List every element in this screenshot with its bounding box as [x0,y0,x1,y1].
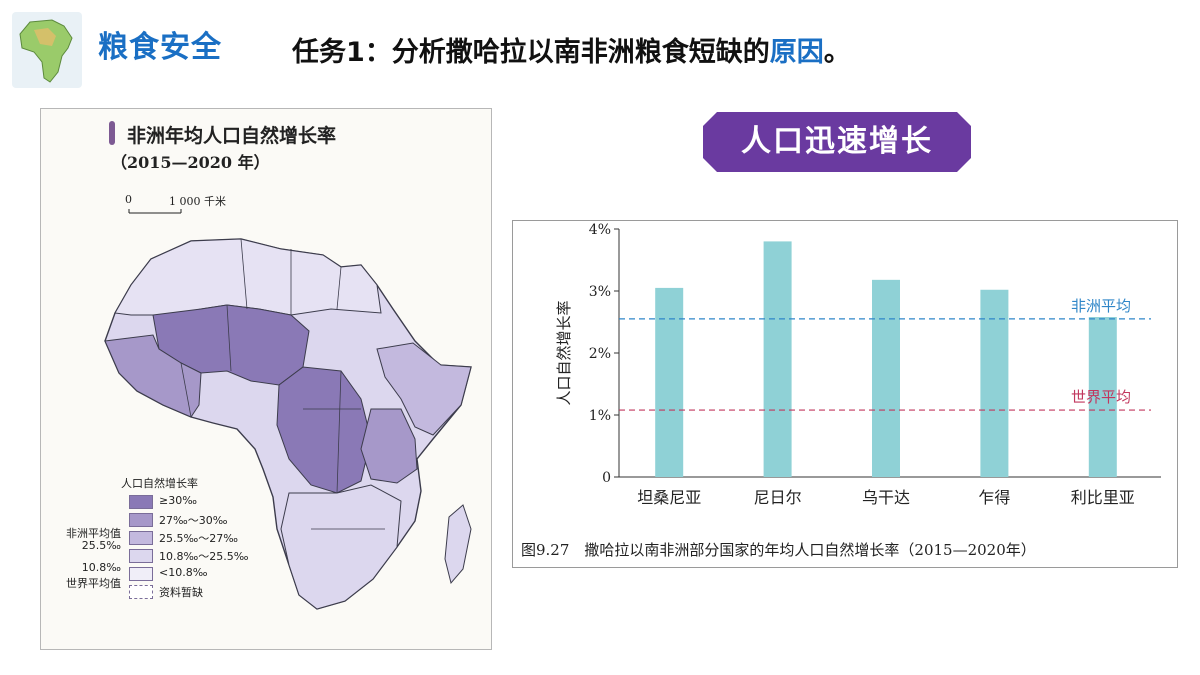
category-label: 坦桑尼亚 [637,488,701,507]
scale-label: 1 000 千米 [169,195,226,208]
legend-swatch-2 [129,513,153,527]
africa-avg-value: 25.5‰ [81,539,121,552]
category-label: 乍得 [978,488,1010,507]
ref-line-label-2: 世界平均 [1071,388,1131,406]
bar-3 [872,279,900,477]
map-subtitle: （2015—2020 年） [111,153,270,172]
legend-swatch-5 [129,567,153,581]
map-title: 非洲年均人口自然增长率 [127,125,337,147]
task-suffix: 。 [823,37,851,68]
bar-2 [763,241,792,477]
task-heading: 任务1：分析撒哈拉以南非洲粮食短缺的原因。 [292,30,851,69]
scale-zero: 0 [125,193,132,206]
chart-caption: 图9.27 撒哈拉以南非洲部分国家的年均人口自然增长率（2015—2020年） [521,541,1036,559]
population-growth-badge: 人口迅速增长 [703,112,971,172]
bar-4 [980,289,1009,477]
map-legend: 人口自然增长率 ≥30‰ 27‰～30‰ 25.5‰～27‰ 10.8‰～25.… [49,471,249,609]
legend-label-3: 25.5‰～27‰ [159,532,239,545]
africa-map [104,121,472,610]
y-tick-label: 3% [589,284,611,300]
legend-swatch-6 [129,585,153,599]
y-tick-label: 4% [589,222,611,238]
africa-map-panel: 非洲年均人口自然增长率 （2015—2020 年） 0 1 000 千米 人口自… [40,108,492,650]
y-tick-label: 2% [589,346,611,362]
category-label: 尼日尔 [754,488,802,507]
legend-swatch-3 [129,531,153,545]
africa-avg-label: 非洲平均值 [66,527,121,540]
y-tick-label: 0 [602,470,611,486]
legend-label-1: ≥30‰ [159,494,197,507]
world-avg-value: 10.8‰ [81,561,121,574]
africa-logo-icon [12,12,82,88]
task-prefix: 任务1：分析撒哈拉以南非洲粮食短缺的 [292,37,770,68]
world-avg-label: 世界平均值 [66,577,121,590]
legend-title: 人口自然增长率 [121,477,198,490]
task-highlight: 原因 [769,37,824,68]
legend-label-4: 10.8‰～25.5‰ [159,550,249,563]
bar-1 [655,287,684,477]
chart-panel: 0 1% 2% 3% 4% 人口自然增长率坦桑尼亚 尼日尔 乌干达 乍得 利比里亚 非洲平均世界平均… [512,220,1178,568]
section-title: 粮食安全 [98,30,222,65]
chart-bars [655,241,1117,477]
y-axis-label: 人口自然增长率 [555,300,573,405]
category-label: 乌干达 [862,488,910,507]
legend-swatch-4 [129,549,153,563]
bar-5 [1088,317,1117,477]
reference-lines [619,318,1151,411]
title-marker [109,121,115,145]
legend-label-6: 资料暂缺 [159,586,203,599]
ref-line-label-1: 非洲平均 [1071,297,1131,315]
legend-label-5: <10.8‰ [159,566,208,579]
y-tick-label: 1% [589,408,611,424]
category-label: 利比里亚 [1071,488,1135,507]
legend-label-2: 27‰～30‰ [159,514,228,527]
madagascar [444,504,472,585]
legend-swatch-1 [129,495,153,509]
